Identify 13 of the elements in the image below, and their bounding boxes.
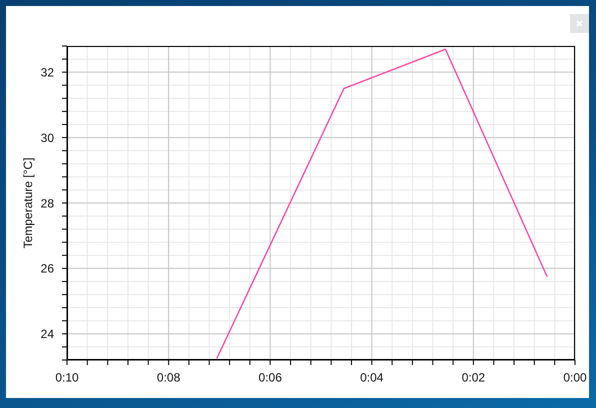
y-tick-label: 32 (40, 65, 54, 80)
y-tick-label: 28 (40, 196, 54, 210)
y-axis-title: Temperature [°C] (20, 158, 34, 248)
x-tick-label: 0:06 (258, 370, 282, 385)
x-tick-label: 0:02 (462, 370, 486, 385)
y-tick-label: 26 (40, 262, 54, 276)
x-tick-label: 0:04 (360, 370, 384, 385)
y-tick-label: 30 (40, 130, 54, 145)
line-series (216, 48, 548, 360)
x-tick-label: 0:10 (55, 370, 79, 385)
x-tick-label: 0:08 (156, 370, 181, 385)
y-tick-label: 24 (40, 327, 54, 342)
x-tick-label: 0:00 (563, 370, 587, 385)
